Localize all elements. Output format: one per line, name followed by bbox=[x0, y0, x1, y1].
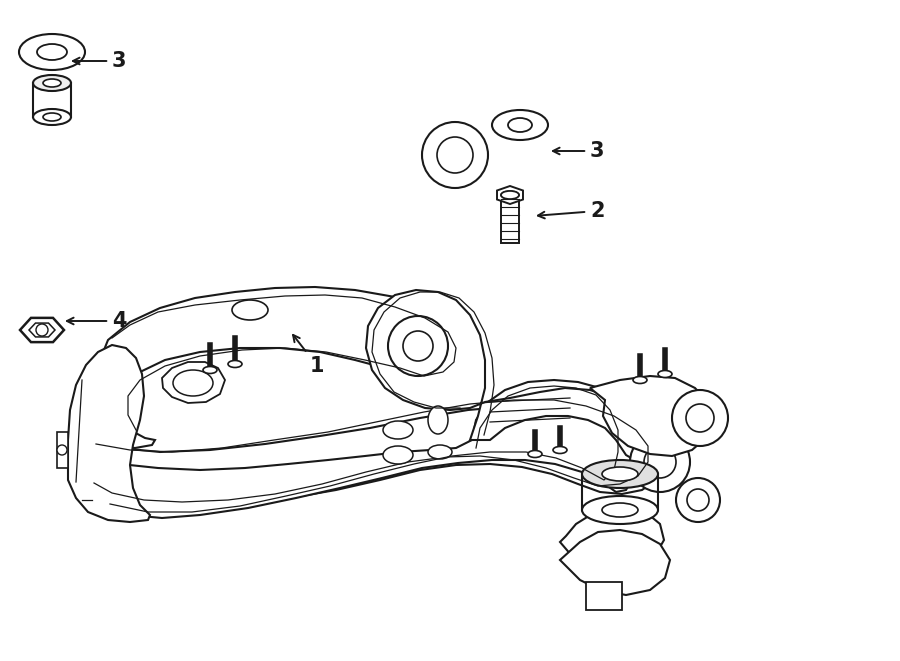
Polygon shape bbox=[560, 530, 670, 595]
Polygon shape bbox=[88, 287, 465, 448]
Ellipse shape bbox=[501, 191, 519, 199]
Polygon shape bbox=[88, 380, 638, 518]
Polygon shape bbox=[162, 362, 225, 403]
Polygon shape bbox=[57, 432, 68, 468]
Polygon shape bbox=[560, 508, 664, 568]
Ellipse shape bbox=[528, 451, 542, 457]
Circle shape bbox=[630, 432, 690, 492]
Ellipse shape bbox=[582, 496, 658, 524]
Text: 2: 2 bbox=[538, 201, 605, 221]
Ellipse shape bbox=[173, 370, 213, 396]
Ellipse shape bbox=[553, 446, 567, 453]
Circle shape bbox=[437, 137, 473, 173]
Circle shape bbox=[644, 446, 676, 478]
Ellipse shape bbox=[582, 460, 658, 488]
Polygon shape bbox=[586, 582, 622, 610]
Ellipse shape bbox=[508, 118, 532, 132]
Ellipse shape bbox=[33, 75, 71, 91]
Ellipse shape bbox=[383, 446, 413, 464]
Polygon shape bbox=[497, 186, 523, 204]
Text: 3: 3 bbox=[553, 141, 605, 161]
Ellipse shape bbox=[658, 371, 672, 377]
Ellipse shape bbox=[602, 467, 638, 481]
Circle shape bbox=[403, 331, 433, 361]
Ellipse shape bbox=[43, 79, 61, 87]
Polygon shape bbox=[84, 406, 663, 506]
Ellipse shape bbox=[383, 421, 413, 439]
Polygon shape bbox=[20, 318, 64, 342]
Ellipse shape bbox=[501, 191, 519, 199]
Circle shape bbox=[687, 489, 709, 511]
Ellipse shape bbox=[428, 406, 448, 434]
Ellipse shape bbox=[428, 445, 452, 459]
Ellipse shape bbox=[633, 377, 647, 383]
Ellipse shape bbox=[492, 110, 548, 140]
Polygon shape bbox=[590, 376, 712, 456]
Bar bbox=[501, 195, 519, 243]
Polygon shape bbox=[29, 323, 55, 337]
Text: 3: 3 bbox=[73, 51, 127, 71]
Circle shape bbox=[686, 404, 714, 432]
Polygon shape bbox=[366, 290, 648, 462]
Ellipse shape bbox=[43, 113, 61, 121]
Text: 4: 4 bbox=[67, 311, 127, 331]
Text: 1: 1 bbox=[293, 335, 325, 376]
Ellipse shape bbox=[228, 360, 242, 368]
Polygon shape bbox=[68, 345, 150, 522]
Circle shape bbox=[672, 390, 728, 446]
Ellipse shape bbox=[37, 44, 67, 60]
Circle shape bbox=[57, 445, 67, 455]
Circle shape bbox=[36, 324, 48, 336]
Ellipse shape bbox=[602, 503, 638, 517]
Ellipse shape bbox=[203, 366, 217, 373]
Ellipse shape bbox=[232, 300, 268, 320]
Circle shape bbox=[388, 316, 448, 376]
Ellipse shape bbox=[33, 109, 71, 125]
Circle shape bbox=[676, 478, 720, 522]
Circle shape bbox=[422, 122, 488, 188]
Ellipse shape bbox=[19, 34, 85, 70]
